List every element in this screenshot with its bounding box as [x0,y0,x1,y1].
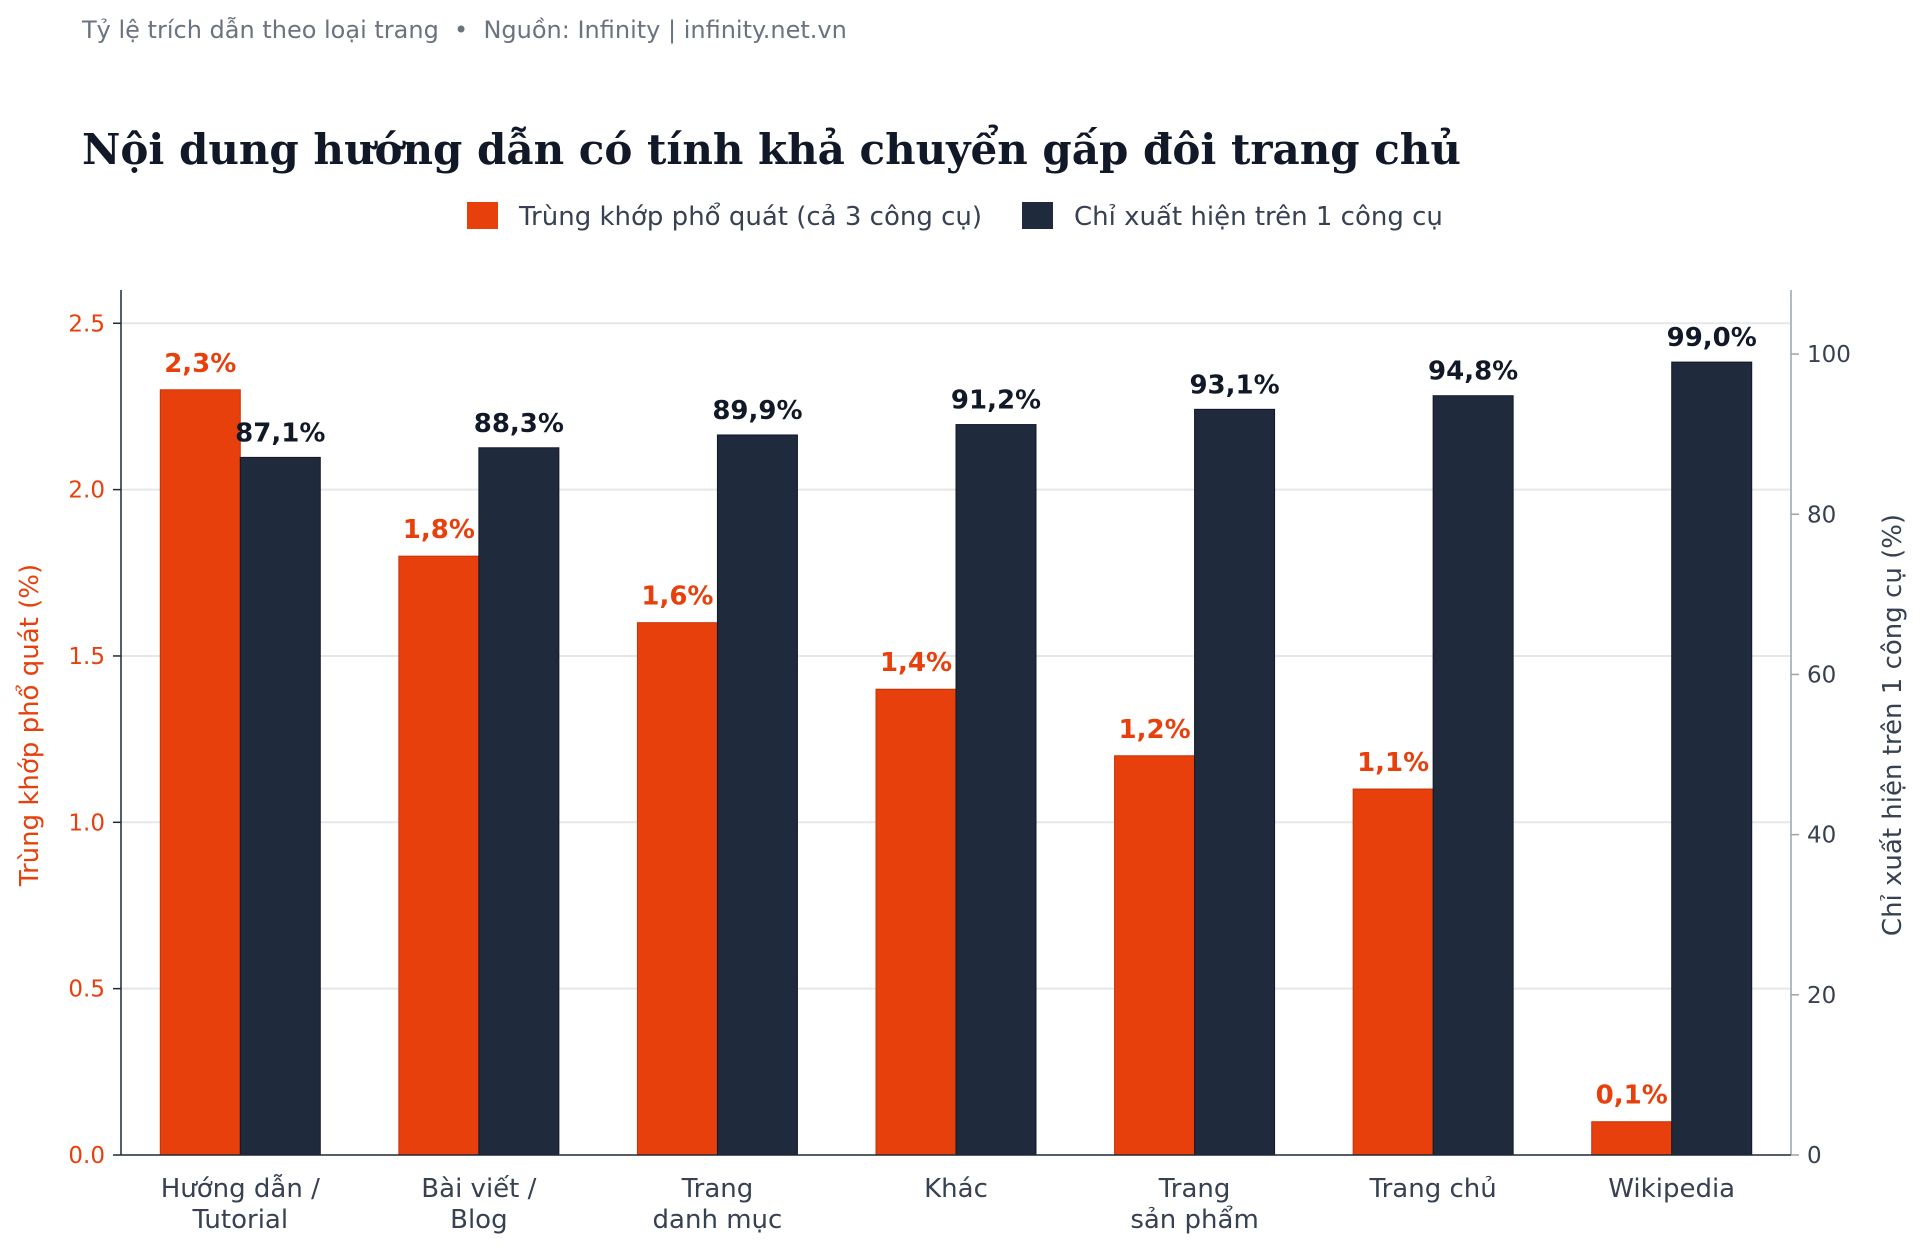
value-label-universal: 1,8% [403,515,475,545]
left-tick-label: 1.0 [68,810,105,836]
value-label-universal: 1,4% [880,648,952,678]
left-tick-label: 2.0 [68,478,105,504]
value-label-single: 91,2% [951,386,1041,416]
bar-universal [398,555,480,1156]
bar-single [955,424,1037,1156]
right-axis-title: Chỉ xuất hiện trên 1 công cụ (%) [1878,514,1908,936]
right-tick-label: 20 [1807,983,1836,1009]
category-label: danh mục [653,1205,783,1235]
bar-single [1671,361,1753,1156]
category-label: Trang chủ [1369,1174,1497,1204]
bar-single [239,456,321,1156]
bars [159,361,1753,1156]
bar-single [1194,408,1276,1156]
value-label-universal: 1,2% [1119,715,1191,745]
value-label-single: 93,1% [1189,370,1279,400]
category-label: Trang [681,1174,754,1204]
value-labels: 2,3% 87,1% 1,8% 88,3% 1,6% 89,9% 1,4% 91,2% 1,2%… [164,323,1757,1111]
category-label: Khác [924,1174,988,1204]
value-label-single: 94,8% [1428,357,1518,387]
bar-universal [159,389,241,1156]
left-axis-title: Trùng khớp phổ quát (%) [14,564,45,887]
value-label-single: 89,9% [712,396,802,426]
left-tick-label: 0.0 [68,1143,105,1169]
bar-universal [1114,755,1196,1156]
category-label: Blog [450,1205,507,1235]
right-tick-label: 80 [1807,502,1836,528]
value-label-single: 99,0% [1667,323,1757,353]
category-label: Wikipedia [1608,1174,1735,1204]
left-tick-label: 2.5 [68,311,105,337]
legend: Trùng khớp phổ quát (cả 3 công cụ) Chỉ x… [467,201,1443,232]
left-tick-label: 1.5 [68,644,105,670]
value-label-universal: 1,6% [641,582,713,612]
value-label-single: 87,1% [235,418,325,448]
category-label: Trang [1158,1174,1231,1204]
bar-single [716,434,798,1156]
right-axis-ticks: 0 20 40 60 80 100 [1791,342,1851,1169]
legend-swatch-single [1022,202,1053,229]
right-tick-label: 40 [1807,823,1836,849]
legend-label-universal: Trùng khớp phổ quát (cả 3 công cụ) [518,201,982,232]
bar-universal [875,688,957,1156]
axes [120,290,1792,1156]
legend-label-single: Chỉ xuất hiện trên 1 công cụ [1074,202,1443,232]
bar-universal [636,622,718,1156]
category-label: sản phẩm [1130,1204,1258,1235]
chart-title: Nội dung hướng dẫn có tính khả chuyển gấ… [82,123,1461,174]
category-label: Hướng dẫn / [161,1173,320,1204]
legend-swatch-universal [467,202,498,229]
category-label: Tutorial [191,1205,288,1235]
bar-single [1432,395,1514,1156]
left-tick-label: 0.5 [68,977,105,1003]
value-label-single: 88,3% [474,409,564,439]
right-tick-label: 0 [1807,1143,1822,1169]
value-label-universal: 1,1% [1357,748,1429,778]
category-label: Bài viết / [421,1174,536,1204]
value-label-universal: 2,3% [164,349,236,379]
bar-universal [1352,788,1434,1156]
right-tick-label: 60 [1807,662,1836,688]
right-tick-label: 100 [1807,342,1851,368]
chart-subtitle: Tỷ lệ trích dẫn theo loại trang • Nguồn:… [81,15,847,44]
value-label-universal: 0,1% [1596,1081,1668,1111]
bar-single [478,447,560,1156]
left-axis-ticks: 0.0 0.5 1.0 1.5 2.0 2.5 [68,311,121,1169]
bar-universal [1591,1121,1673,1156]
